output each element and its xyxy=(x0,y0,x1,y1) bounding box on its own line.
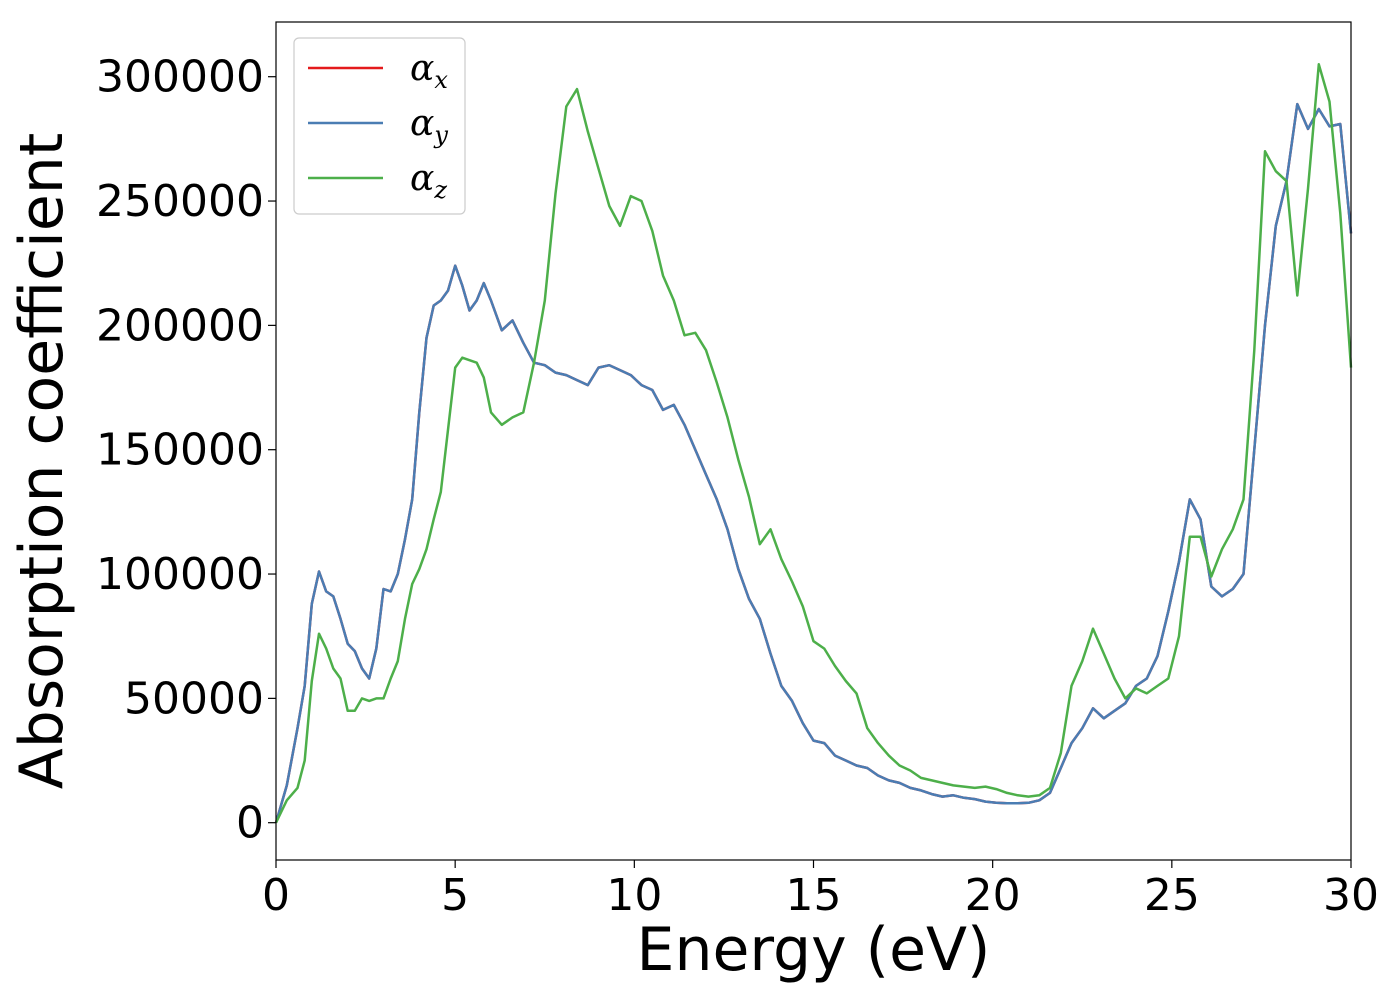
y-tick-label: 150000 xyxy=(96,425,264,476)
axis-ticks: 0 5 10 15 20 25 30 0 50000 100000 150000 200000 2500… xyxy=(96,52,1379,921)
legend: αx αy αz xyxy=(293,37,466,215)
y-axis-label: Absorption coefficient xyxy=(7,133,77,790)
x-tick-label: 0 xyxy=(262,870,290,921)
x-tick-label: 10 xyxy=(606,870,662,921)
y-tick-label: 0 xyxy=(236,798,264,849)
legend-label-x: αx xyxy=(410,48,448,94)
y-tick-label: 300000 xyxy=(96,52,264,103)
legend-box xyxy=(293,37,466,215)
x-tick-label: 5 xyxy=(441,870,469,921)
legend-label-z: αz xyxy=(410,158,447,204)
x-axis-label: Energy (eV) xyxy=(637,915,991,985)
y-tick-label: 250000 xyxy=(96,176,264,227)
x-tick-label: 25 xyxy=(1144,870,1200,921)
x-tick-label: 20 xyxy=(965,870,1021,921)
plot-lines xyxy=(274,63,1353,824)
series-line-z xyxy=(274,63,1353,824)
y-tick-label: 100000 xyxy=(96,549,264,600)
x-tick-label: 15 xyxy=(786,870,842,921)
y-tick-label: 200000 xyxy=(96,300,264,351)
y-tick-label: 50000 xyxy=(124,673,264,724)
series-line-y xyxy=(274,102,1353,824)
x-tick-label: 30 xyxy=(1323,870,1379,921)
legend-label-y: αy xyxy=(410,103,448,149)
